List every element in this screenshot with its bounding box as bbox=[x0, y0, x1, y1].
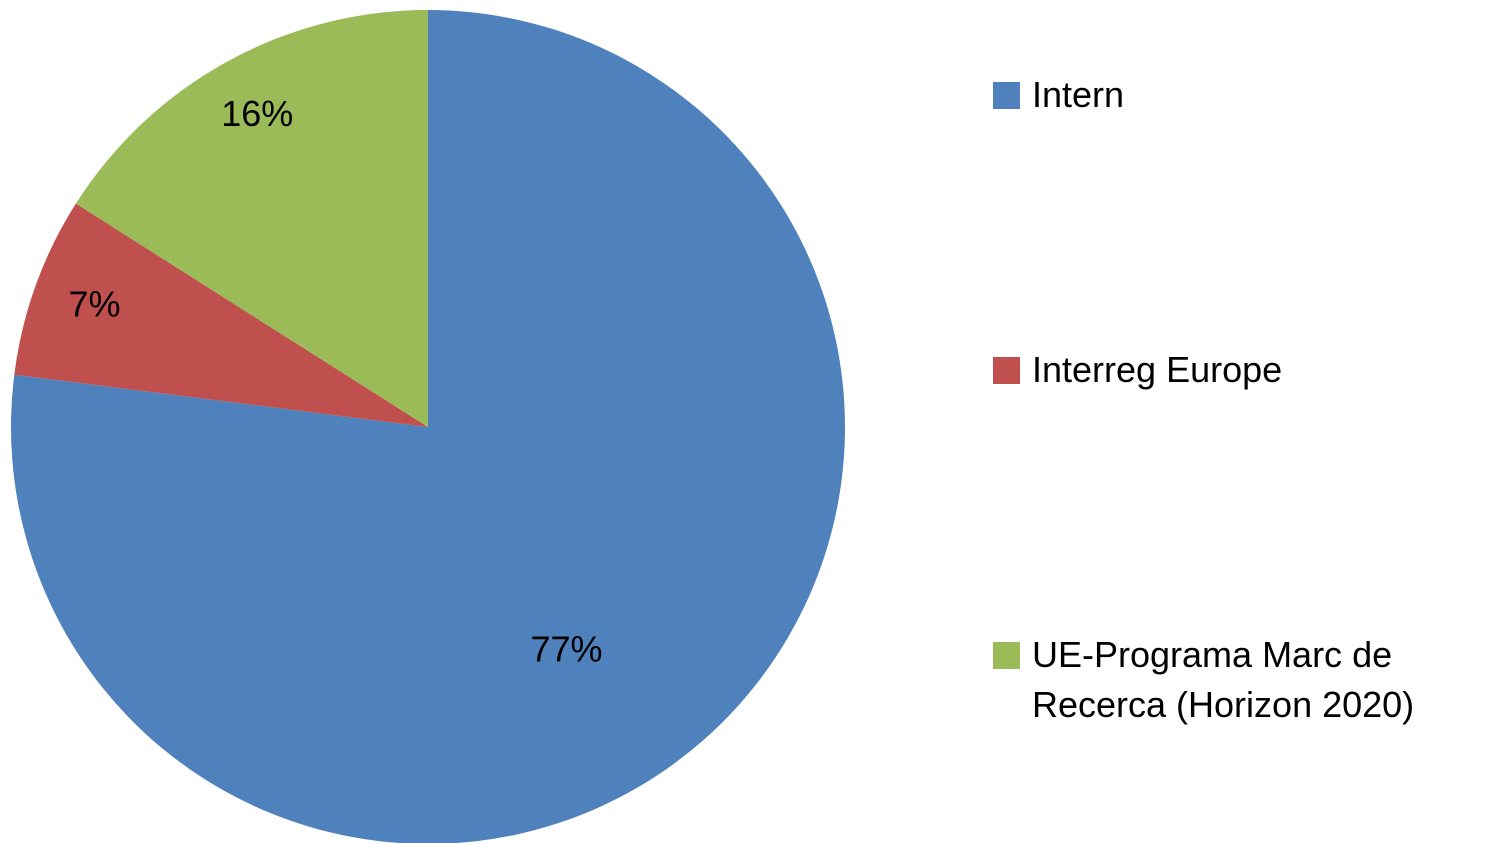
legend-entry: UE-Programa Marc de Recerca (Horizon 202… bbox=[993, 630, 1492, 730]
legend-label: UE-Programa Marc de Recerca (Horizon 202… bbox=[1032, 634, 1415, 725]
legend-swatch bbox=[993, 642, 1020, 669]
legend-entry: Interreg Europe bbox=[993, 345, 1492, 395]
pie-slice bbox=[11, 10, 845, 843]
legend-entry: Intern bbox=[993, 70, 1492, 120]
legend-swatch bbox=[993, 357, 1020, 384]
pie-slice bbox=[14, 203, 428, 427]
chart: 77% 7% 16% bbox=[11, 10, 845, 843]
legend-swatch bbox=[993, 82, 1020, 109]
pie-slice bbox=[75, 10, 428, 427]
data-label: 16% bbox=[221, 93, 293, 134]
data-label: 7% bbox=[68, 283, 120, 324]
legend: Intern Interreg Europe UE-Programa Marc de… bbox=[993, 0, 1493, 843]
legend-label: Interreg Europe bbox=[1032, 349, 1283, 390]
data-label: 77% bbox=[531, 629, 603, 670]
legend-label: Intern bbox=[1032, 74, 1125, 115]
